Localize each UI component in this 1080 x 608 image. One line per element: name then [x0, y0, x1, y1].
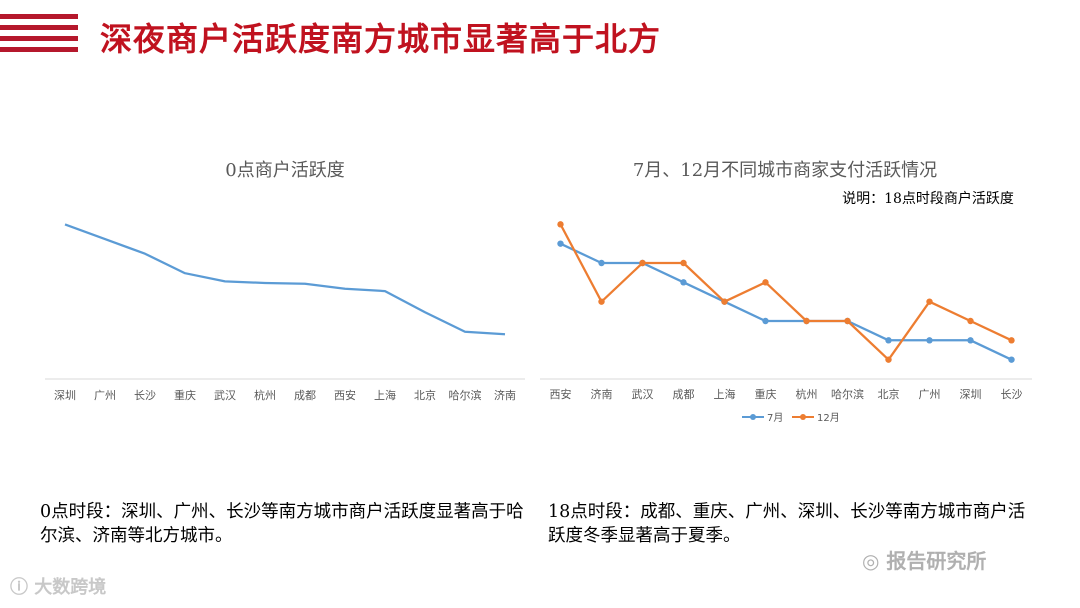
- chart2-tick-label: 西安: [550, 387, 572, 401]
- chart1-tick-label: 西安: [334, 388, 356, 402]
- chart2-tick-label: 杭州: [796, 387, 818, 401]
- chart2-point-1: [967, 337, 974, 344]
- chart1-tick-label: 重庆: [174, 388, 196, 402]
- chart2-point-1: [557, 240, 564, 247]
- chart2-series-line-2: [559, 223, 1012, 361]
- watermark-left: ⓘ 大数跨境: [10, 573, 106, 599]
- chart2-tick-label: 广州: [919, 388, 941, 401]
- chart2-legend-marker-1: [750, 414, 756, 420]
- chart1-tick-label: 长沙: [134, 389, 156, 402]
- chart1-tick-label: 深圳: [54, 389, 76, 402]
- chart2-tick-label: 哈尔滨: [831, 387, 864, 401]
- chart2-point-1: [885, 337, 892, 344]
- chart2-note: 说明：18点时段商户活跃度: [842, 191, 1014, 207]
- page-title: 深夜商户活跃度南方城市显著高于北方: [100, 20, 662, 58]
- chart2-point-2: [926, 298, 933, 305]
- chart2-legend-label-2: 12月: [817, 412, 840, 424]
- chart2-point-1: [926, 337, 933, 344]
- chart1-tick-label: 广州: [94, 389, 116, 402]
- watermark-right: ◎ 报告研究所: [862, 545, 986, 574]
- chart1-tick-label: 武汉: [214, 389, 236, 402]
- chart1-tick-label: 成都: [294, 389, 316, 402]
- chart2-legend-label-1: 7月: [767, 412, 783, 424]
- chart2-point-1: [1008, 356, 1015, 363]
- title-stripes-decoration: [0, 14, 78, 58]
- watermark-logo-icon: ⓘ: [10, 577, 35, 598]
- chart2-point-2: [967, 317, 974, 325]
- chart2-point-2: [885, 356, 892, 363]
- chart2-legend-marker-2: [800, 414, 806, 420]
- wechat-icon: ◎: [862, 549, 887, 573]
- chart2-point-2: [721, 298, 728, 305]
- chart1-tick-label: 上海: [374, 388, 396, 402]
- chart1-title: 0点商户活跃度: [225, 160, 345, 181]
- left-paragraph: 0点时段：深圳、广州、长沙等南方城市商户活跃度显著高于哈尔滨、济南等北方城市。: [40, 502, 524, 546]
- chart1-tick-label: 杭州: [254, 388, 276, 402]
- watermark-left-text: 大数跨境: [34, 577, 107, 598]
- chart2-title: 7月、12月不同城市商家支付活跃情况: [632, 160, 938, 181]
- chart2-series-line-1: [560, 242, 1012, 361]
- chart2-point-2: [1008, 337, 1015, 344]
- chart2-tick-label: 成都: [673, 388, 695, 401]
- chart2-tick-label: 深圳: [960, 388, 982, 401]
- chart2-point-2: [844, 317, 851, 325]
- chart2-point-2: [598, 298, 605, 305]
- chart2-tick-label: 济南: [591, 387, 613, 401]
- chart2-point-1: [680, 279, 687, 286]
- chart2-tick-label: 长沙: [1001, 388, 1023, 401]
- chart2-point-2: [762, 279, 769, 286]
- chart2-point-1: [762, 317, 769, 325]
- chart2-tick-label: 北京: [878, 387, 900, 401]
- chart1-series-line-1: [64, 223, 506, 336]
- chart1-tick-label: 北京: [414, 388, 436, 402]
- chart2-tick-label: 重庆: [755, 387, 777, 401]
- chart2-point-2: [557, 221, 564, 228]
- chart2-point-1: [598, 259, 605, 267]
- chart2-point-2: [680, 259, 687, 267]
- chart2-point-2: [803, 317, 810, 325]
- chart2-tick-label: 武汉: [632, 388, 654, 401]
- chart1-tick-label: 哈尔滨: [449, 388, 482, 402]
- watermark-right-text: 报告研究所: [886, 549, 987, 573]
- right-paragraph: 18点时段：成都、重庆、广州、深圳、长沙等南方城市商户活跃度冬季显著高于夏季。: [548, 502, 1026, 546]
- chart1-tick-label: 济南: [494, 388, 516, 402]
- chart2-tick-label: 上海: [714, 387, 736, 401]
- chart2-point-2: [639, 259, 646, 267]
